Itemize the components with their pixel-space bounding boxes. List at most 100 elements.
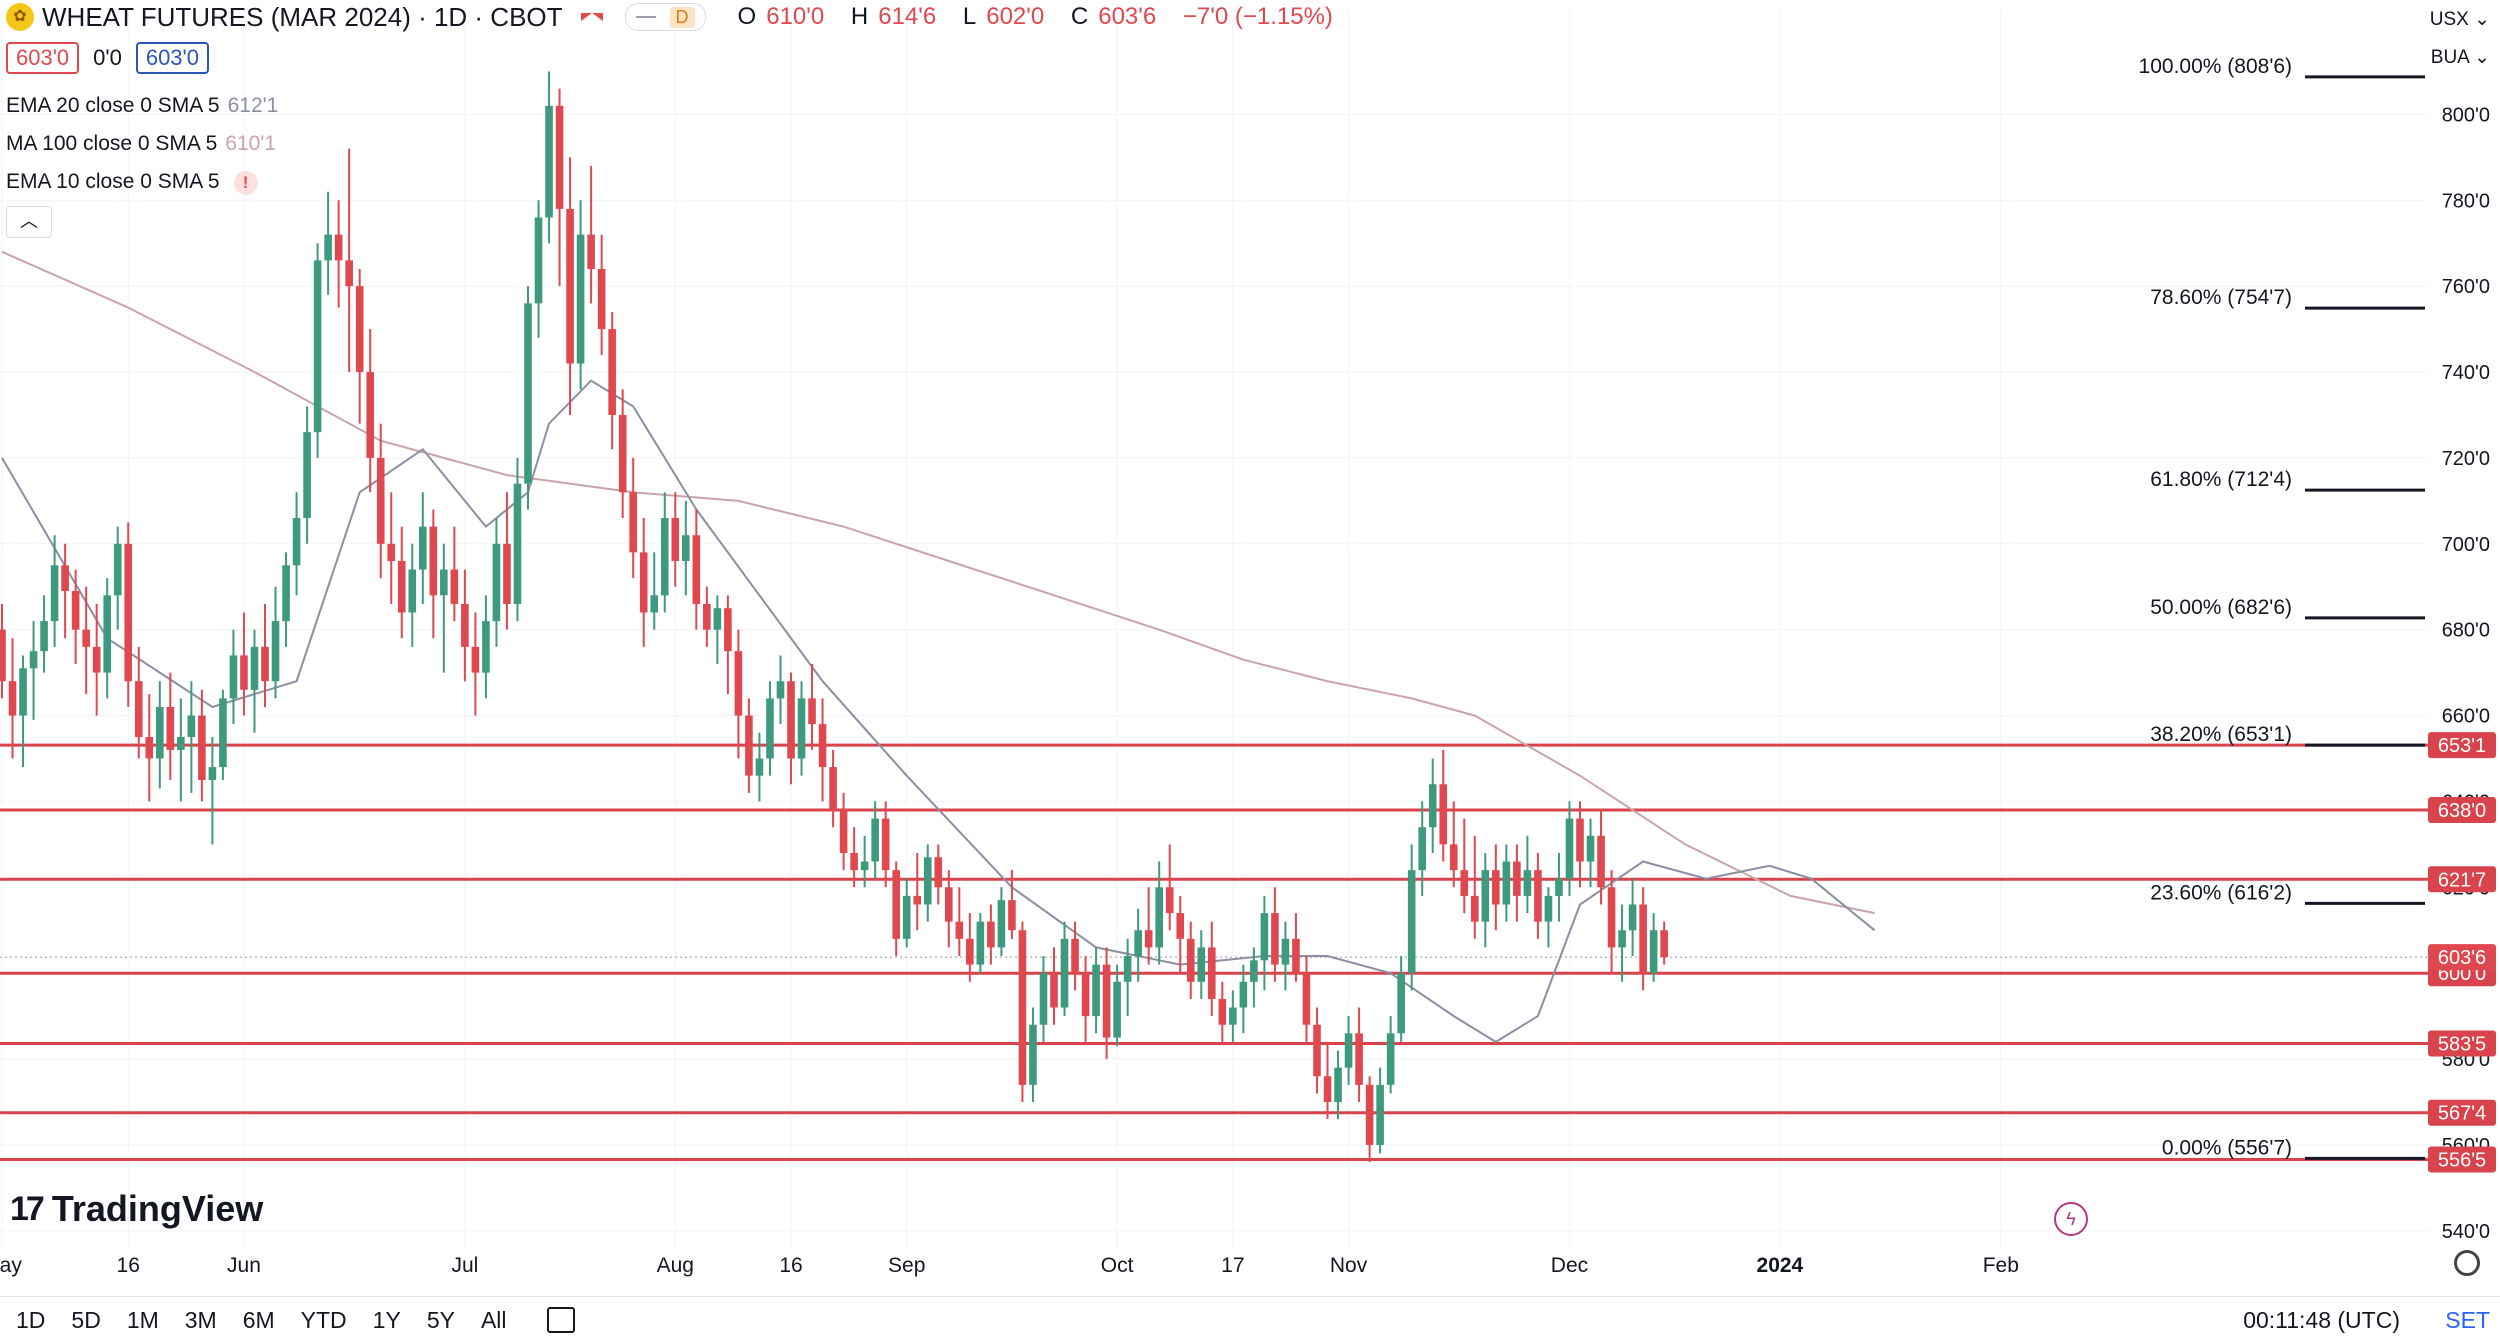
candle-down[interactable] (1081, 973, 1090, 1017)
candle-up[interactable] (1418, 827, 1426, 871)
candle-down[interactable] (355, 286, 364, 373)
candle-down[interactable] (597, 268, 606, 330)
candle-down[interactable] (1186, 938, 1195, 982)
candle-up[interactable] (1039, 973, 1048, 1025)
bolt-icon[interactable]: ϟ (2054, 1202, 2088, 1236)
candle-up[interactable] (902, 895, 911, 939)
candle-up[interactable] (1123, 956, 1132, 982)
indicator-legend-ma100[interactable]: MA 100 close 0 SMA 5 610'1 (6, 132, 276, 156)
candle-up[interactable] (271, 621, 280, 682)
candle-down[interactable] (913, 895, 922, 905)
candle-down[interactable] (934, 857, 943, 888)
range-button-ytd[interactable]: YTD (300, 1306, 347, 1333)
candle-up[interactable] (1565, 818, 1574, 879)
range-button-5d[interactable]: 5D (71, 1306, 101, 1333)
indicator-legend-ema10[interactable]: EMA 10 close 0 SMA 5! (6, 170, 258, 195)
candle-down[interactable] (334, 234, 343, 261)
candle-up[interactable] (29, 651, 38, 669)
candle-down[interactable] (1008, 900, 1016, 931)
candle-up[interactable] (1649, 930, 1658, 974)
candle-up[interactable] (292, 518, 301, 566)
candle-down[interactable] (1102, 964, 1111, 1038)
candle-up[interactable] (187, 715, 196, 738)
currency-select[interactable]: USX ⌄ (2429, 9, 2490, 30)
candle-down[interactable] (387, 543, 396, 561)
candle-up[interactable] (1334, 1067, 1342, 1103)
candle-down[interactable] (240, 655, 248, 690)
range-button-1y[interactable]: 1Y (372, 1306, 401, 1333)
candle-down[interactable] (555, 105, 564, 209)
candle-down[interactable] (818, 724, 827, 768)
candle-up[interactable] (1229, 1007, 1237, 1025)
settings-gear-icon[interactable] (2454, 1250, 2480, 1276)
candle-up[interactable] (576, 234, 585, 364)
range-button-3m[interactable]: 3M (184, 1306, 217, 1333)
candle-up[interactable] (1586, 835, 1595, 862)
candle-up[interactable] (408, 569, 417, 613)
candle-down[interactable] (1218, 998, 1227, 1025)
candle-down[interactable] (1607, 887, 1616, 948)
candle-up[interactable] (324, 234, 332, 261)
candle-up[interactable] (208, 767, 217, 780)
candle-up[interactable] (1397, 973, 1405, 1034)
candle-up[interactable] (440, 569, 448, 596)
candle-down[interactable] (745, 715, 753, 776)
symbol-title[interactable]: WHEAT FUTURES (MAR 2024) · 1D · CBOT (42, 1, 563, 32)
candle-down[interactable] (1271, 913, 1279, 965)
candle-up[interactable] (492, 543, 501, 622)
candle-up[interactable] (997, 900, 1006, 948)
candle-down[interactable] (71, 591, 80, 630)
candle-down[interactable] (1144, 930, 1153, 948)
utc-clock[interactable]: 00:11:48 (UTC) (2243, 1307, 2400, 1333)
candle-down[interactable] (808, 698, 816, 725)
candle-down[interactable] (881, 818, 890, 871)
candle-down[interactable] (366, 372, 374, 458)
candle-down[interactable] (166, 706, 175, 750)
candle-up[interactable] (113, 543, 122, 596)
delayed-data-pill[interactable]: D (624, 3, 706, 31)
candle-down[interactable] (1292, 938, 1300, 974)
candle-up[interactable] (1197, 947, 1206, 982)
candle-down[interactable] (703, 603, 711, 630)
candle-down[interactable] (1071, 938, 1079, 974)
buy-button[interactable]: 603'0 (135, 42, 209, 74)
warning-icon[interactable]: ! (233, 171, 258, 195)
candle-down[interactable] (1534, 870, 1542, 922)
candle-down[interactable] (671, 518, 680, 561)
candle-down[interactable] (1449, 844, 1458, 871)
candle-up[interactable] (303, 432, 311, 519)
candle-down[interactable] (839, 810, 848, 853)
candle-up[interactable] (1113, 981, 1121, 1038)
candle-up[interactable] (1344, 1033, 1353, 1068)
candle-up[interactable] (871, 818, 879, 862)
candle-down[interactable] (1660, 930, 1668, 958)
candle-down[interactable] (397, 560, 406, 613)
candle-down[interactable] (850, 852, 858, 871)
candle-up[interactable] (713, 608, 722, 630)
candle-up[interactable] (1502, 861, 1511, 905)
candle-down[interactable] (892, 870, 900, 939)
candle-up[interactable] (660, 518, 669, 596)
candle-up[interactable] (419, 526, 427, 570)
candle-down[interactable] (829, 767, 837, 811)
tradingview-logo[interactable]: 17 TradingView (10, 1188, 263, 1230)
candle-up[interactable] (1544, 895, 1553, 922)
candle-down[interactable] (92, 646, 101, 673)
candle-up[interactable] (1092, 964, 1100, 1017)
range-button-1d[interactable]: 1D (16, 1306, 46, 1333)
sell-button[interactable]: 603'0 (6, 42, 80, 74)
candle-up[interactable] (534, 217, 543, 304)
candle-up[interactable] (1407, 870, 1416, 974)
candle-down[interactable] (1302, 973, 1311, 1025)
candle-up[interactable] (313, 260, 322, 433)
candle-up[interactable] (1555, 878, 1563, 896)
candle-down[interactable] (966, 938, 974, 965)
candle-down[interactable] (1639, 904, 1647, 974)
candle-down[interactable] (345, 260, 353, 287)
candle-up[interactable] (1481, 870, 1490, 922)
candle-down[interactable] (629, 492, 637, 553)
candle-down[interactable] (955, 921, 964, 939)
candle-up[interactable] (50, 565, 59, 622)
candle-up[interactable] (40, 621, 48, 652)
candle-down[interactable] (692, 535, 701, 604)
